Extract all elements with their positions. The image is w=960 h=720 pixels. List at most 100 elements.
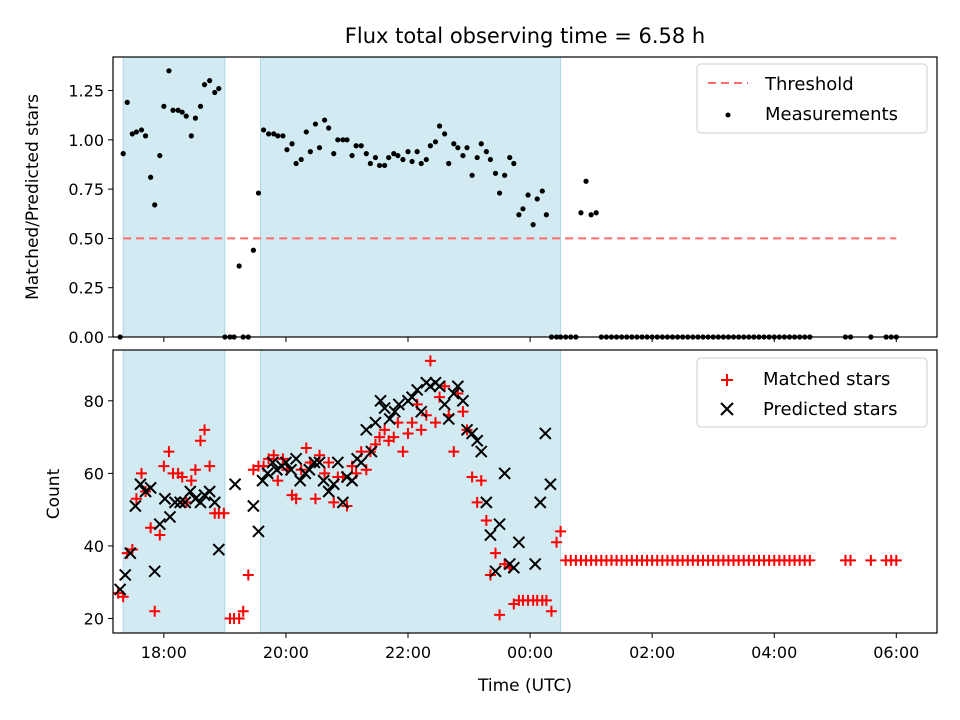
matched-star-point [890, 554, 902, 566]
bottom-y-ticks: 20 40 60 80 [84, 392, 113, 628]
bottom-legend: Matched stars Predicted stars [696, 357, 928, 428]
predicted-star-point [470, 434, 484, 447]
matched-star-point [194, 435, 206, 447]
matched-star-point [360, 464, 372, 476]
matched-star-point [233, 612, 245, 624]
predicted-star-point [279, 456, 293, 469]
measurement-point [478, 141, 484, 147]
predicted-star-point [498, 467, 511, 480]
measurement-point [148, 174, 154, 180]
matched-star-point [388, 431, 400, 443]
measurement-point [543, 212, 549, 218]
x-tick-label: 02:00 [629, 643, 675, 662]
bottom-legend-box [696, 357, 928, 428]
measurement-point [293, 160, 299, 167]
predicted-star-point [336, 496, 350, 509]
predicted-star-point [465, 427, 479, 440]
y-tick-label: 1.25 [68, 82, 104, 101]
predicted-star-point [124, 546, 137, 560]
y-tick-label: 20 [84, 609, 104, 628]
predicted-star-point [179, 496, 192, 509]
matched-star-point [237, 605, 249, 617]
matched-star-point [319, 467, 331, 479]
measurement-point [133, 129, 139, 135]
matched-star-point [218, 507, 230, 519]
measurement-point [382, 162, 388, 169]
measurement-point [129, 131, 135, 137]
x-tick-label: 20:00 [263, 643, 309, 662]
legend-matched-label: Matched stars [763, 369, 890, 390]
predicted-star-point [129, 499, 142, 513]
measurement-point [487, 156, 494, 163]
predicted-star-point [261, 467, 274, 480]
y-tick-label: 60 [84, 464, 104, 483]
top-ylabel: Matched/Predicted stars [23, 94, 43, 300]
measurement-point [266, 131, 272, 137]
predicted-star-point [392, 398, 406, 411]
top-shaded-intervals [122, 56, 562, 338]
matched-star-point [466, 471, 478, 483]
predicted-star-point [293, 474, 307, 487]
measurement-point [183, 113, 189, 119]
measurement-point [507, 154, 513, 161]
matched-star-point [204, 460, 216, 472]
measurement-point [578, 210, 584, 216]
predicted-star-point [383, 412, 396, 426]
matched-star-point [154, 529, 166, 541]
predicted-star-point [345, 474, 359, 487]
measurement-point [511, 160, 517, 167]
measurement-point [260, 127, 267, 133]
matched-star-point [406, 417, 418, 429]
legend-matched-swatch [721, 374, 733, 386]
legend-measurements-label: Measurements [765, 104, 898, 125]
matched-star-point [434, 391, 446, 403]
predicted-star-point [168, 496, 182, 509]
y-tick-label: 0.25 [68, 279, 104, 298]
predicted-star-point [148, 565, 161, 578]
predicted-star-point [489, 565, 502, 578]
top-plot-frame [112, 56, 938, 338]
predicted-star-point [184, 485, 197, 498]
measurement-point [414, 149, 420, 155]
bottom-shaded-intervals [122, 349, 562, 634]
measurement-point [192, 115, 198, 121]
measurement-point [124, 99, 130, 105]
y-tick-label: 0.00 [68, 328, 104, 347]
predicted-star-point [528, 557, 542, 571]
matched-star-point [379, 424, 391, 436]
measurement-point [391, 151, 397, 157]
measurement-points [117, 68, 899, 340]
bottom-plot-frame [112, 349, 938, 634]
matched-star-point [845, 554, 857, 566]
measurement-point [161, 103, 167, 109]
matched-star-point [439, 380, 451, 392]
measurement-point [520, 206, 526, 212]
predicted-star-point [512, 536, 526, 549]
predicted-star-point [365, 445, 378, 458]
predicted-star-point [173, 496, 187, 509]
matched-star-point [475, 475, 487, 487]
predicted-star-point [134, 478, 147, 491]
matched-star-point [199, 424, 211, 436]
measurement-point [157, 152, 163, 159]
matched-star-point [346, 460, 358, 472]
y-tick-label: 0.50 [68, 229, 104, 248]
predicted-star-point [438, 398, 451, 411]
predicted-star-point [144, 481, 157, 495]
matched-star-point [397, 446, 409, 458]
predicted-star-points [113, 376, 557, 596]
measurement-point [321, 117, 328, 123]
measurement-point [207, 78, 213, 84]
matched-star-point [429, 417, 441, 429]
matched-star-point [489, 547, 501, 559]
predicted-star-point [410, 383, 424, 397]
matched-star-point [176, 471, 188, 483]
matched-star-point [374, 431, 386, 443]
predicted-star-point [507, 561, 521, 574]
measurement-point [179, 109, 185, 115]
x-tick-label: 00:00 [507, 643, 553, 662]
measurement-point [142, 133, 149, 139]
matched-star-point [158, 460, 170, 472]
measurement-point [316, 145, 323, 151]
